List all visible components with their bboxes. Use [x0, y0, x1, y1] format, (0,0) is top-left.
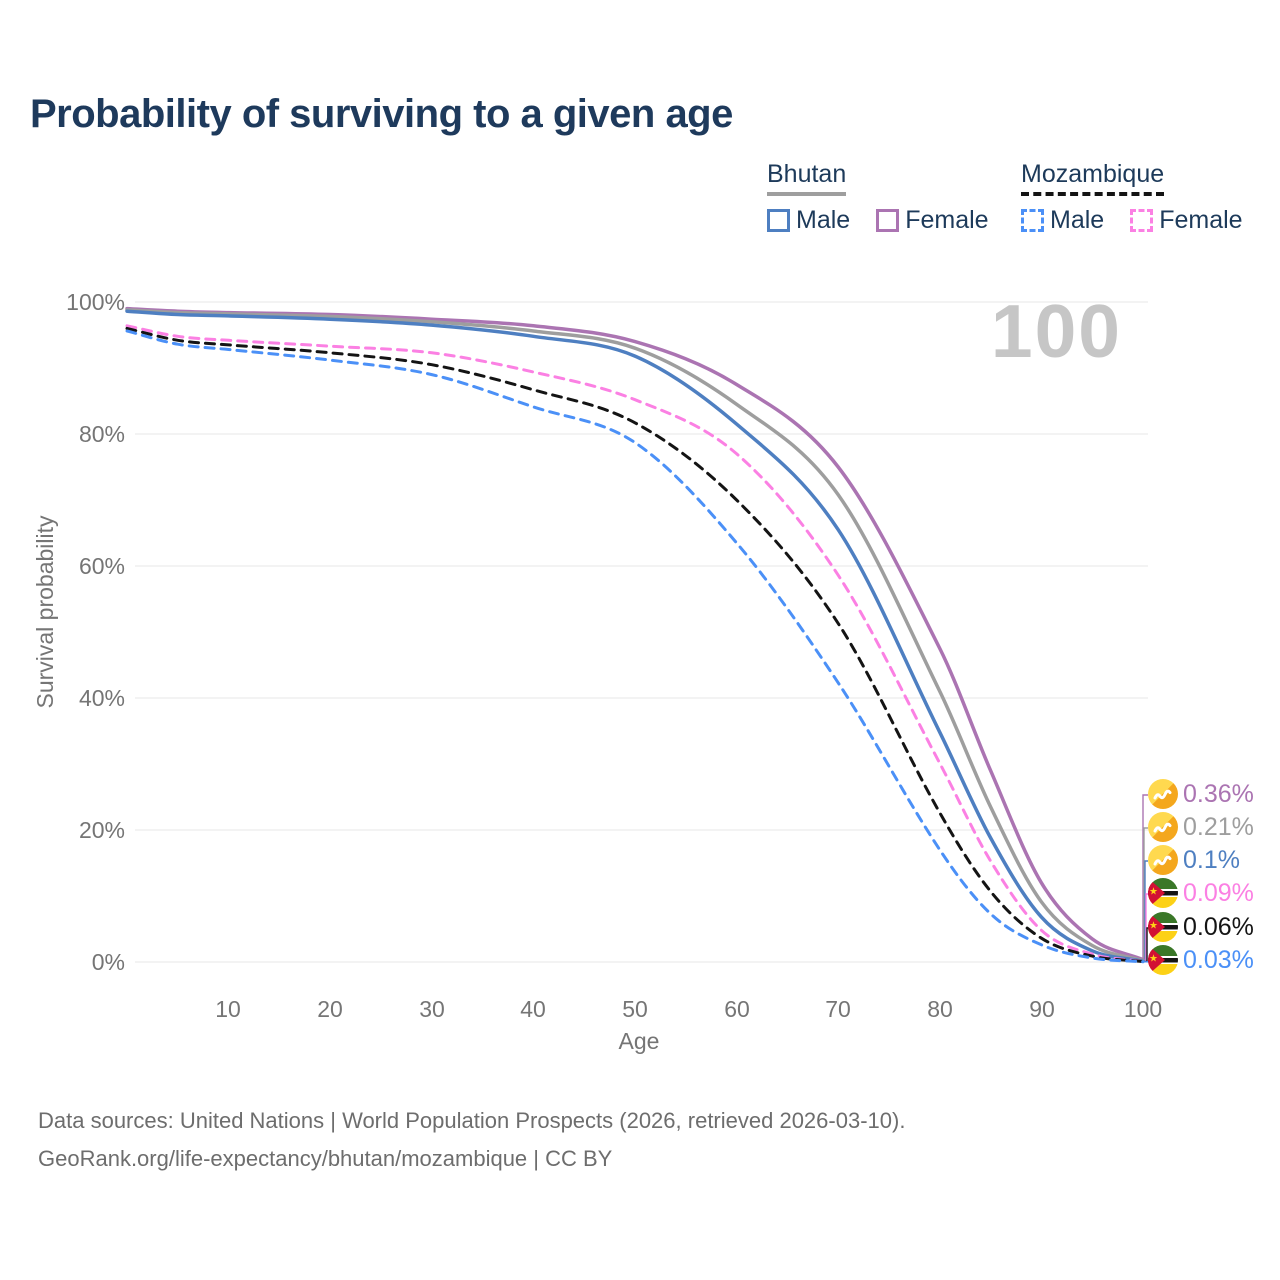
x-tick-50: 50 [622, 996, 648, 1022]
series-curve-mozambique-female[interactable] [125, 324, 1145, 963]
legend-country-mozambique[interactable]: Mozambique [1021, 160, 1165, 196]
legend-label: Female [905, 206, 989, 234]
series-end-value: 0.06% [1183, 912, 1254, 941]
mozambique-female-swatch-icon [1130, 209, 1154, 232]
page-title: Probability of surviving to a given age [30, 92, 733, 136]
bhutan-flag-icon [1148, 845, 1178, 875]
series-end-value: 0.21% [1183, 812, 1254, 841]
legend-label: Female [1159, 206, 1243, 234]
series-end-label-row[interactable]: ★ 0.03% [1148, 945, 1254, 975]
series-curve-bhutan-female[interactable] [125, 306, 1145, 962]
series-end-label-row[interactable]: 0.21% [1148, 812, 1254, 842]
x-tick-100: 100 [1123, 996, 1163, 1022]
bhutan-male-swatch-icon [767, 209, 790, 232]
y-tick-20: 20% [78, 817, 125, 843]
x-tick-10: 10 [215, 996, 241, 1022]
y-tick-0: 0% [91, 949, 125, 975]
series-end-value: 0.09% [1183, 878, 1254, 907]
x-axis-title: Age [618, 1028, 660, 1054]
series-curve-mozambique-male[interactable] [125, 329, 1145, 964]
y-tick-80: 80% [78, 421, 125, 447]
legend-label: Male [796, 206, 851, 234]
y-tick-100: 100% [66, 289, 125, 315]
series-end-value: 0.36% [1183, 779, 1254, 808]
legend-item-bhutan-male[interactable]: Male [767, 206, 850, 235]
legend-item-mozambique-female[interactable]: Female [1130, 206, 1243, 235]
bhutan-female-swatch-icon [876, 209, 900, 232]
series-curve-bhutan-male[interactable] [125, 309, 1145, 964]
legend-item-bhutan-female[interactable]: Female [876, 206, 989, 235]
series-curve-mozambique-both-sexes[interactable] [125, 326, 1145, 964]
y-tick-40: 40% [78, 685, 125, 711]
attribution-text: GeoRank.org/life-expectancy/bhutan/mozam… [38, 1146, 613, 1171]
mozambique-flag-icon: ★ [1148, 945, 1178, 975]
series-end-value: 0.03% [1183, 945, 1254, 974]
series-end-value: 0.1% [1183, 845, 1240, 874]
data-sources-text: Data sources: United Nations | World Pop… [38, 1108, 906, 1133]
mozambique-male-swatch-icon [1021, 209, 1044, 232]
series-end-label-row[interactable]: ★ 0.06% [1148, 912, 1254, 942]
bhutan-flag-icon [1148, 779, 1178, 809]
series-end-label-row[interactable]: 0.36% [1148, 779, 1254, 809]
series-curve-bhutan-both-sexes[interactable] [125, 308, 1145, 963]
x-tick-40: 40 [520, 996, 546, 1022]
y-axis-title: Survival probability [32, 515, 58, 709]
age-watermark: 100 [990, 289, 1122, 373]
series-end-label-row[interactable]: ★ 0.09% [1148, 878, 1254, 908]
y-tick-60: 60% [78, 553, 125, 579]
x-tick-90: 90 [1029, 996, 1055, 1022]
series-end-label-row[interactable]: 0.1% [1148, 845, 1240, 875]
bhutan-flag-icon [1148, 812, 1178, 842]
legend-label: Male [1050, 206, 1105, 234]
legend-country-bhutan[interactable]: Bhutan [767, 160, 847, 196]
legend-group-bhutan: Bhutan Male Female [767, 160, 989, 235]
x-tick-30: 30 [419, 996, 445, 1022]
x-tick-20: 20 [317, 996, 343, 1022]
legend-group-mozambique: Mozambique Male Female [1021, 160, 1243, 235]
mozambique-flag-icon: ★ [1148, 878, 1178, 908]
mozambique-flag-icon: ★ [1148, 912, 1178, 942]
x-tick-70: 70 [825, 996, 851, 1022]
x-tick-60: 60 [724, 996, 750, 1022]
legend-item-mozambique-male[interactable]: Male [1021, 206, 1104, 235]
x-tick-80: 80 [927, 996, 953, 1022]
